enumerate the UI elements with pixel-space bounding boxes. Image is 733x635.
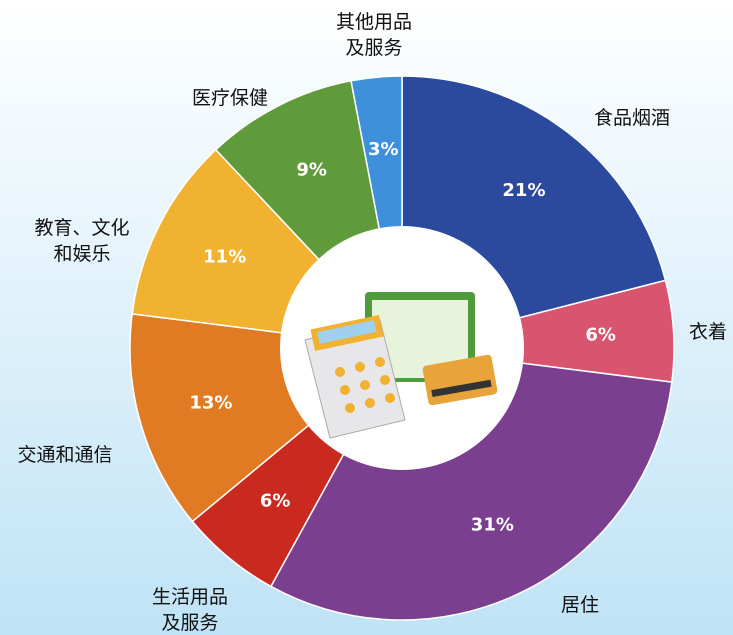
- value-label: 21%: [502, 180, 545, 201]
- category-label: 食品烟酒: [594, 107, 670, 129]
- value-label: 9%: [296, 160, 327, 181]
- category-label: 教育、文化和娱乐: [34, 217, 129, 265]
- category-label: 交通和通信: [17, 444, 112, 466]
- value-label: 11%: [203, 247, 246, 268]
- value-label: 31%: [471, 514, 514, 535]
- value-label: 3%: [368, 139, 399, 160]
- category-label: 衣着: [689, 321, 727, 343]
- value-label: 6%: [585, 325, 616, 346]
- category-label: 医疗保健: [192, 87, 268, 109]
- value-label: 13%: [189, 393, 232, 414]
- center-icon: [304, 292, 498, 439]
- labels: 21% 食品烟酒 6% 衣着 31% 居住 6% 生活用品及服务 13% 交通和通信 11% 教育、文…: [17, 11, 727, 634]
- category-label: 其他用品及服务: [336, 11, 412, 59]
- slices: [129, 75, 675, 621]
- category-label: 生活用品及服务: [152, 586, 228, 634]
- category-label: 居住: [561, 594, 599, 616]
- value-label: 6%: [260, 490, 291, 511]
